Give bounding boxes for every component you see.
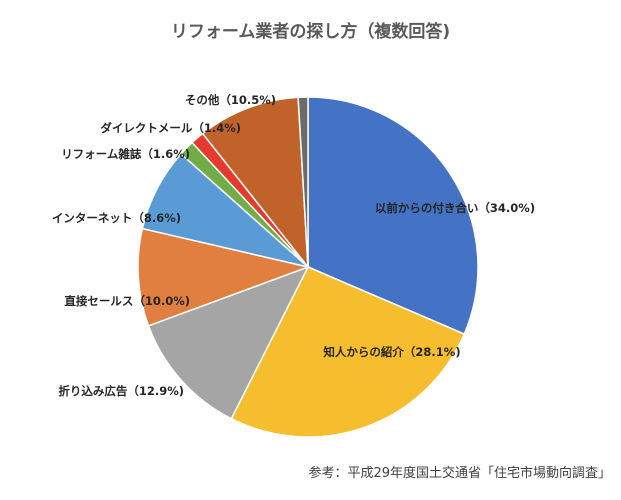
pie-slice-0 — [307, 96, 479, 336]
slice-label-4: インターネット（8.6%) — [52, 211, 181, 225]
slice-label-5: リフォーム雑誌（1.6%) — [61, 147, 190, 161]
slice-label-1: 知人からの紹介（28.1%) — [322, 345, 460, 359]
slice-label-2: 折り込み広告（12.9%) — [58, 384, 184, 398]
source-note: 参考：平成29年度国土交通省「住宅市場動向調査」 — [308, 466, 611, 481]
slice-label-0: 以前からの付き合い（34.0%) — [375, 201, 535, 215]
pie-slice-8 — [297, 96, 309, 268]
pie-slice-1 — [230, 266, 466, 438]
chart-title: リフォーム業者の探し方（複数回答) — [170, 22, 451, 42]
pie-slice-3 — [137, 227, 311, 327]
slice-label-7: その他（10.5%) — [185, 93, 276, 107]
pie-slice-7 — [201, 96, 309, 270]
slice-label-3: 直接セールス（10.0%) — [64, 294, 190, 308]
pie-slice-2 — [147, 265, 310, 420]
slice-label-6: ダイレクトメール（1.4%) — [100, 121, 241, 135]
